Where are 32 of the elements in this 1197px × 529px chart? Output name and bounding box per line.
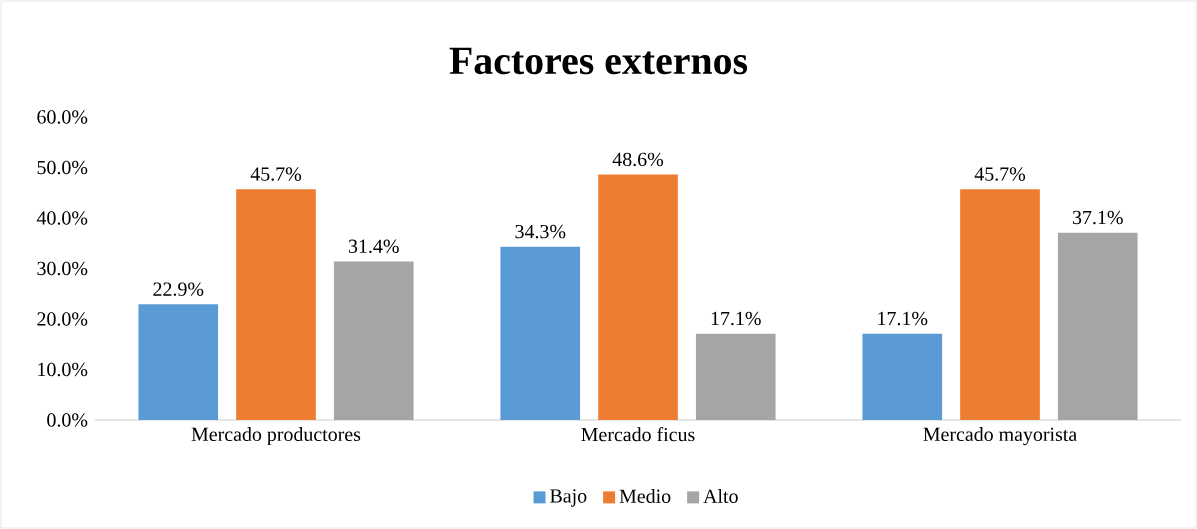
bar	[960, 189, 1040, 420]
y-tick-label: 0.0%	[47, 413, 88, 427]
y-tick-label: 40.0%	[36, 211, 88, 225]
x-tick-label: Mercado mayorista	[923, 427, 1077, 446]
bar	[333, 261, 414, 420]
data-label: 45.7%	[974, 167, 1026, 181]
bar	[500, 246, 581, 420]
legend-label: Alto	[703, 488, 738, 503]
y-tick-label: 10.0%	[38, 362, 88, 377]
data-label: 17.1%	[878, 311, 928, 326]
legend-label: Bajo	[550, 489, 587, 507]
y-tick-label: 20.0%	[37, 312, 88, 326]
y-tick-label: 30.0%	[37, 261, 88, 276]
chart-title: Factores externos	[449, 47, 748, 75]
y-tick-label: 50.0%	[37, 160, 88, 175]
legend-label: Medio	[619, 488, 671, 503]
bar	[598, 174, 678, 420]
x-tick-label: Mercado ficus	[581, 427, 695, 442]
y-tick-label: 60.0%	[37, 110, 88, 124]
data-label: 17.1%	[711, 311, 761, 326]
bar	[1057, 232, 1138, 420]
data-label: 37.1%	[1072, 210, 1123, 225]
bar	[862, 333, 943, 420]
bar	[138, 304, 219, 420]
data-label: 22.9%	[153, 282, 204, 296]
bar	[695, 333, 776, 420]
data-label: 48.6%	[612, 152, 664, 167]
x-tick-label: Mercado productores	[191, 427, 361, 446]
data-label: 45.7%	[250, 167, 302, 181]
data-label: 34.3%	[515, 224, 566, 239]
bar	[236, 189, 316, 420]
data-label: 31.4%	[348, 239, 399, 254]
